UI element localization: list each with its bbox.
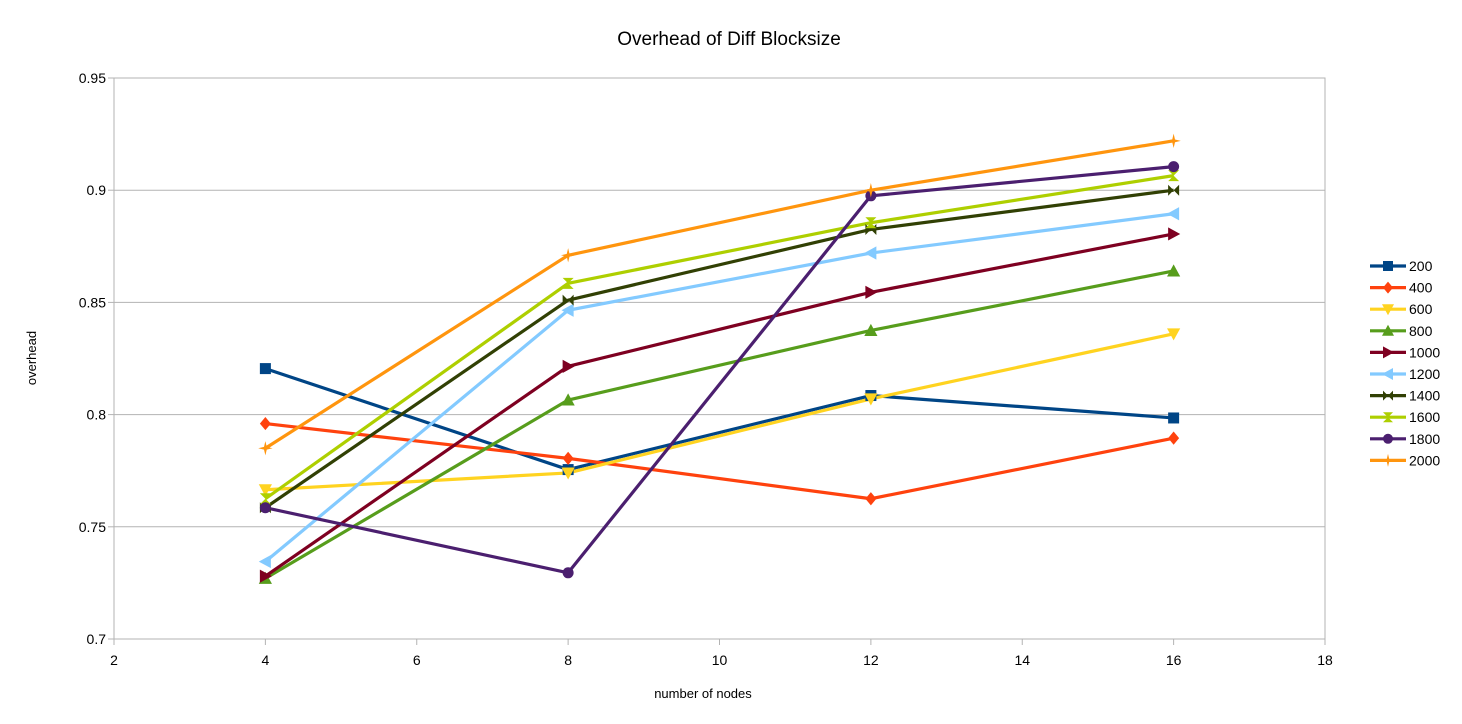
data-point-1000-2 (865, 285, 878, 299)
legend-marker-1600 (1383, 412, 1393, 423)
data-point-1800-1 (562, 567, 574, 579)
x-tick-label-0: 2 (110, 652, 118, 668)
data-point-800-3 (1167, 264, 1181, 277)
data-point-600-1 (561, 467, 575, 480)
x-axis-label: number of nodes (654, 686, 752, 701)
x-tick-label-8: 18 (1317, 652, 1333, 668)
x-axis-ticks: 2 4 6 8 10 12 14 16 18 (110, 639, 1333, 668)
data-point-1400-3 (1168, 184, 1180, 196)
data-point-1200-1 (561, 303, 574, 317)
data-point-400-2 (865, 492, 877, 506)
x-tick-label-4: 10 (712, 652, 728, 668)
series-line-1400 (264, 188, 1174, 510)
series-line-400 (265, 421, 1174, 501)
data-point-600-0 (258, 484, 272, 497)
legend-marker-1800 (1383, 433, 1393, 444)
legend-label-600: 600 (1409, 301, 1433, 317)
data-point-1600-1 (562, 277, 574, 289)
data-point-1800-3 (1168, 161, 1180, 173)
x-tick-label-6: 14 (1014, 652, 1030, 668)
series-line-800 (264, 269, 1174, 580)
data-point-2000-0 (258, 441, 273, 456)
data-point-1600-3 (1168, 170, 1180, 182)
data-point-1000-0 (259, 569, 272, 583)
legend-label-200: 200 (1409, 258, 1433, 274)
data-point-2000-2 (863, 183, 879, 198)
data-point-800-2 (864, 323, 878, 336)
chart-title: Overhead of Diff Blocksize (617, 29, 841, 50)
legend-label-1600: 1600 (1409, 409, 1440, 425)
data-point-600-3 (1167, 328, 1181, 341)
legend-label-1000: 1000 (1409, 344, 1440, 360)
series-line-200 (264, 367, 1174, 472)
data-point-600-2 (864, 393, 878, 406)
data-point-2000-1 (560, 248, 576, 263)
legend-label-800: 800 (1409, 323, 1433, 339)
y-tick-label-1: 0.75 (79, 519, 106, 535)
legend: 200 400 600 800 1000 1200 1400 1600 1800 2000 (1370, 258, 1440, 468)
x-tick-label-3: 8 (564, 652, 572, 668)
series-markers (258, 133, 1181, 584)
legend-marker-200 (1383, 261, 1393, 271)
data-point-400-1 (562, 451, 574, 465)
series-line-1000 (264, 232, 1174, 578)
data-point-1600-0 (259, 493, 271, 505)
legend-marker-1000 (1383, 346, 1394, 359)
series-line-1800 (265, 165, 1174, 575)
data-point-800-1 (561, 393, 575, 406)
data-point-1800-0 (259, 502, 271, 514)
data-point-2000-3 (1166, 133, 1181, 148)
data-point-400-0 (259, 416, 271, 431)
legend-label-1200: 1200 (1409, 366, 1440, 382)
series-lines (264, 139, 1174, 580)
y-tick-label-0: 0.7 (87, 631, 107, 647)
legend-marker-400 (1383, 281, 1393, 294)
legend-label-2000: 2000 (1409, 452, 1440, 468)
legend-marker-1400 (1383, 390, 1393, 401)
legend-marker-1200 (1382, 368, 1393, 380)
x-tick-label-2: 6 (413, 652, 421, 668)
legend-label-1800: 1800 (1409, 431, 1440, 447)
series-line-1600 (264, 174, 1174, 501)
data-point-1200-3 (1167, 207, 1180, 221)
series-line-1200 (264, 212, 1174, 563)
data-point-1000-1 (562, 359, 575, 373)
data-point-200-0 (259, 363, 271, 375)
y-tick-label-2: 0.8 (87, 407, 107, 423)
x-tick-label-1: 4 (261, 652, 269, 668)
series-line-2000 (264, 139, 1174, 450)
legend-marker-600 (1382, 304, 1394, 316)
y-tick-label-3: 0.85 (79, 294, 106, 310)
y-axis-label: overhead (24, 331, 39, 385)
legend-label-1400: 1400 (1409, 388, 1440, 404)
legend-marker-2000 (1381, 453, 1395, 467)
legend-marker-800 (1382, 324, 1394, 336)
data-point-200-3 (1168, 412, 1180, 424)
data-point-1600-2 (865, 217, 877, 229)
y-tick-label-5: 0.95 (79, 70, 106, 86)
legend-label-400: 400 (1409, 280, 1433, 296)
y-axis-ticks: 0.7 0.75 0.8 0.85 0.9 0.95 (79, 70, 114, 647)
data-point-1000-3 (1168, 227, 1181, 241)
x-tick-label-5: 12 (863, 652, 879, 668)
data-point-1200-2 (864, 246, 877, 260)
data-point-1400-1 (562, 294, 574, 306)
series-line-600 (265, 332, 1174, 492)
data-point-400-3 (1168, 431, 1180, 445)
x-tick-label-7: 16 (1166, 652, 1182, 668)
data-point-1200-0 (258, 554, 271, 569)
y-tick-label-4: 0.9 (87, 182, 107, 198)
